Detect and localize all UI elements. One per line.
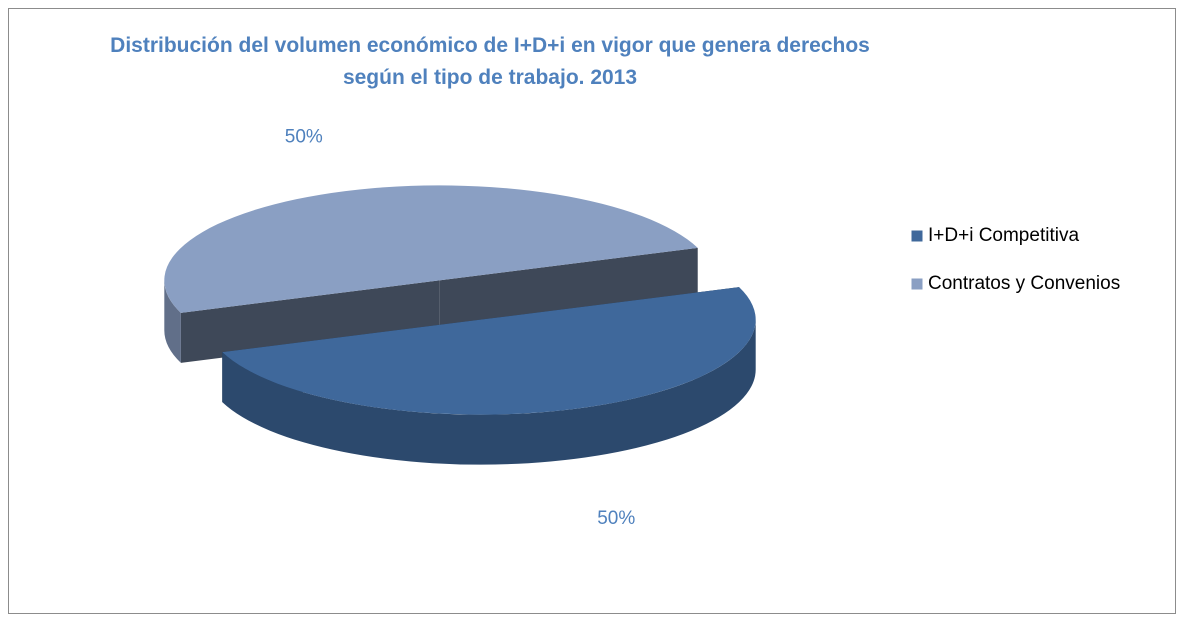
legend-marker [910,229,924,243]
slice-wall [222,319,756,465]
slice [222,287,756,415]
slice-side [180,280,440,363]
slice-wall [164,280,181,363]
slice [164,185,698,313]
slice-side [439,247,698,331]
chart-title: Distribución del volumen económico de I+… [110,34,870,89]
data-label: 50% [285,127,323,148]
legend-marker [910,277,924,291]
legend-label: Contratos y Convenios [928,273,1120,294]
chart-frame [8,8,1176,614]
data-label: 50% [597,508,635,529]
legend-label: I+D+i Competitiva [928,225,1079,246]
